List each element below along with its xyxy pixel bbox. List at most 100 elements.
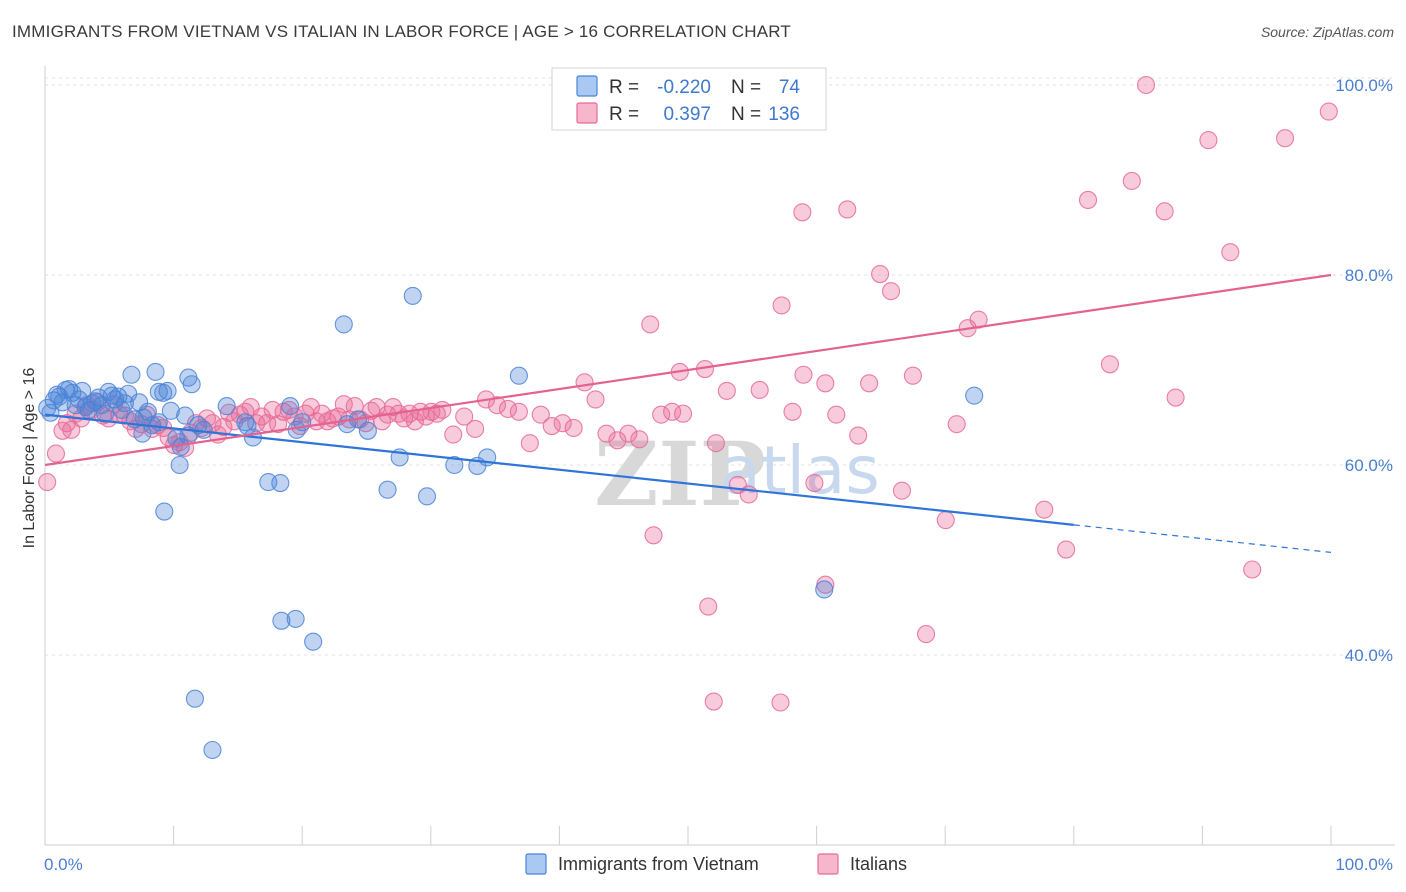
- italians-point-77: [487, 396, 507, 415]
- italians-point-94: [674, 404, 693, 423]
- italians-point-93: [663, 402, 682, 421]
- italians-point-56: [345, 397, 364, 416]
- bottom-legend-swatch-vietnam: [525, 853, 547, 875]
- legend-n-label-2: N =: [731, 104, 761, 125]
- italians-point-88: [608, 431, 627, 450]
- vietnam-point-26: [122, 365, 141, 384]
- italians-point-1: [46, 444, 65, 463]
- italians-point-110: [860, 374, 879, 393]
- bottom-legend: Immigrants from Vietnam Italians: [525, 853, 907, 875]
- italians-point-117: [947, 415, 966, 434]
- italians-point-83: [553, 414, 572, 433]
- italians-point-74: [455, 407, 474, 426]
- vietnam-point-53: [271, 473, 290, 493]
- vietnam-point-41: [182, 375, 201, 394]
- chart-title: IMMIGRANTS FROM VIETNAM VS ITALIAN IN LA…: [12, 22, 791, 41]
- italians-point-32: [214, 417, 233, 437]
- italians-point-104: [794, 365, 813, 384]
- italians-point-67: [405, 412, 424, 431]
- italians-trend-line: [44, 273, 1332, 467]
- italians-point-86: [586, 390, 605, 409]
- vietnam-point-76: [203, 740, 222, 760]
- italians-point-135: [1221, 243, 1240, 262]
- vietnam-point-36: [161, 401, 180, 420]
- vietnam-point-37: [167, 429, 186, 448]
- bottom-legend-swatch-italians: [817, 853, 839, 875]
- source-credit: Source: ZipAtlas.com: [1260, 24, 1394, 40]
- vietnam-point-75: [185, 689, 204, 708]
- vietnam-trend-line: [44, 413, 1074, 526]
- vietnam-point-24: [115, 394, 134, 413]
- italians-point-79: [509, 402, 528, 421]
- vietnam-point-74: [170, 455, 189, 475]
- italians-point-114: [903, 366, 922, 385]
- vietnam-point-30: [138, 402, 157, 421]
- y-tick-label-1: 60.0%: [1345, 456, 1393, 475]
- italians-point-89: [619, 424, 638, 443]
- italians-point-107: [827, 405, 846, 424]
- legend-r-label-2: R =: [609, 104, 639, 125]
- italians-point-87: [597, 424, 616, 443]
- italians-point-111: [871, 264, 890, 284]
- x-tick-label-1: 100.0%: [1335, 855, 1393, 874]
- trend-lines: [44, 273, 1332, 553]
- vietnam-trend-extension: [1073, 524, 1332, 553]
- vietnam-point-54: [272, 611, 291, 630]
- italians-point-124: [793, 203, 812, 222]
- y-tick-label-3: 100.0%: [1335, 76, 1393, 95]
- italians-point-106: [816, 374, 835, 393]
- italians-point-105: [805, 473, 824, 493]
- vietnam-point-63: [334, 315, 353, 334]
- vietnam-point-72: [815, 580, 834, 599]
- vietnam-point-59: [304, 632, 323, 651]
- italians-point-102: [772, 296, 791, 315]
- vietnam-points: [38, 286, 984, 760]
- italians-points: [38, 75, 1338, 712]
- vietnam-point-35: [158, 381, 177, 400]
- vietnam-point-68: [445, 455, 464, 475]
- italians-point-134: [1199, 131, 1218, 150]
- y-tick-label-0: 40.0%: [1345, 646, 1393, 665]
- italians-point-126: [1035, 500, 1054, 519]
- legend-r-value-1: -0.220: [657, 77, 711, 98]
- italians-point-113: [892, 481, 912, 500]
- vietnam-point-67: [417, 487, 437, 506]
- italians-point-85: [575, 373, 594, 392]
- italians-point-103: [783, 402, 802, 421]
- italians-point-92: [652, 405, 671, 424]
- bottom-legend-vietnam: Immigrants from Vietnam: [558, 854, 759, 874]
- italians-point-82: [542, 416, 561, 436]
- italians-point-65: [394, 409, 414, 428]
- italians-point-73: [444, 425, 463, 444]
- italians-point-75: [466, 419, 485, 438]
- legend-box: R = -0.220 N = 74 R = 0.397 N = 136: [551, 67, 827, 131]
- grid-lines: [45, 77, 1395, 656]
- legend-n-label-1: N =: [731, 77, 761, 98]
- italians-point-120: [644, 526, 663, 545]
- vietnam-point-62: [358, 421, 377, 440]
- italians-point-0: [38, 473, 57, 492]
- vietnam-point-58: [286, 609, 305, 628]
- legend-r-label-1: R =: [609, 77, 639, 98]
- italians-point-91: [641, 315, 660, 334]
- legend-swatch-pink: [576, 102, 598, 124]
- legend-r-value-2: 0.397: [663, 104, 711, 125]
- italians-point-130: [1122, 171, 1141, 190]
- italians-point-36: [236, 402, 255, 421]
- italians-point-121: [699, 597, 718, 616]
- italians-point-116: [936, 511, 955, 530]
- vietnam-point-39: [176, 406, 195, 425]
- vietnam-point-73: [965, 386, 984, 405]
- italians-point-127: [1057, 540, 1076, 559]
- y-axis-label: In Labor Force | Age > 16: [21, 368, 38, 549]
- italians-point-108: [838, 200, 857, 219]
- vietnam-point-55: [281, 397, 300, 416]
- bottom-legend-italians: Italians: [850, 854, 907, 874]
- vietnam-point-32: [146, 362, 165, 381]
- italians-point-101: [750, 380, 769, 400]
- italians-point-136: [1243, 560, 1262, 579]
- italians-point-48: [301, 397, 321, 417]
- vietnam-point-64: [378, 480, 397, 499]
- vietnam-point-43: [133, 424, 152, 443]
